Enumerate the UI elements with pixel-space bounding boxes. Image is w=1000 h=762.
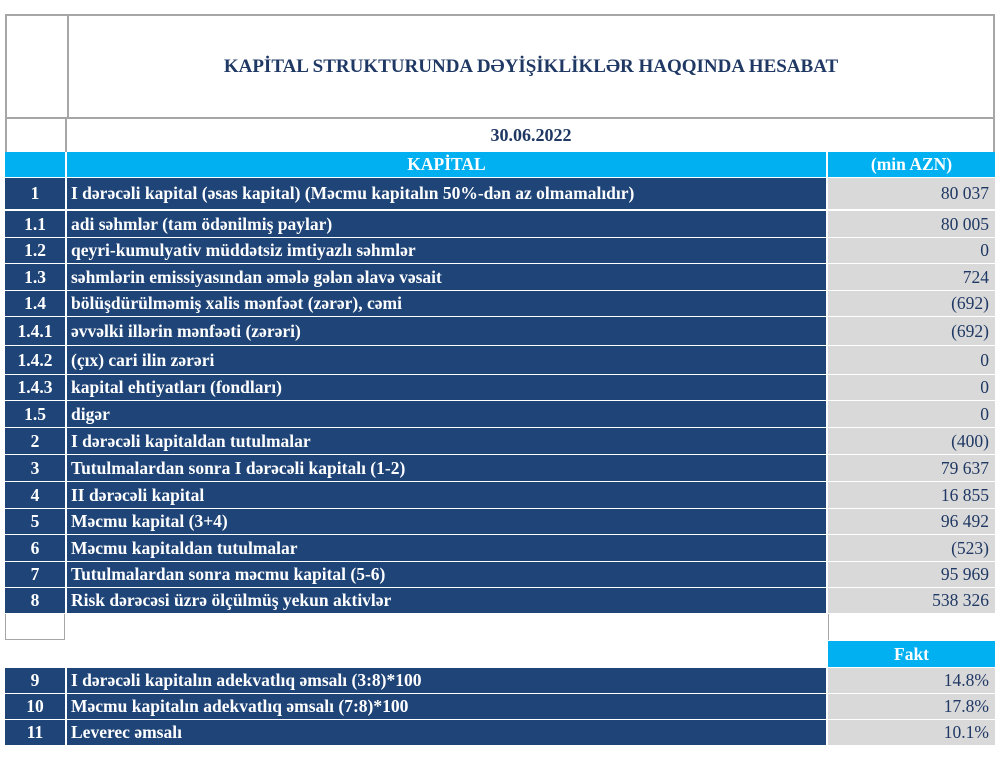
blank-row <box>5 614 995 640</box>
row-number: 1.4.1 <box>5 317 65 345</box>
table-row: 1.3 səhmlərin emissiyasından əmələ gələn … <box>5 264 995 290</box>
row-value: 14.8% <box>828 668 995 693</box>
header-unit: (min AZN) <box>828 152 995 177</box>
row-value: 0 <box>828 238 995 263</box>
row-number: 10 <box>5 694 65 719</box>
row-number: 3 <box>5 455 65 481</box>
row-number: 5 <box>5 509 65 534</box>
row-label: səhmlərin emissiyasından əmələ gələn əla… <box>67 264 826 290</box>
row-number: 1.2 <box>5 238 65 263</box>
row-label: Leverec əmsalı <box>67 720 826 745</box>
fakt-header: Fakt <box>828 641 995 667</box>
row-number <box>5 641 65 667</box>
report-title: KAPİTAL STRUKTURUNDA DƏYİŞİKLİKLƏR HAQQI… <box>223 56 839 77</box>
table-row: 6 Məcmu kapitaldan tutulmalar (523) <box>5 535 995 561</box>
row-label: Məcmu kapitalın adekvatlıq əmsalı (7:8)*… <box>67 694 826 719</box>
table-row: 7 Tutulmalardan sonra məcmu kapital (5-6)… <box>5 562 995 587</box>
row-value: 80 037 <box>828 178 995 209</box>
row-value: 95 969 <box>828 562 995 587</box>
row-value: 79 637 <box>828 455 995 481</box>
row-number: 4 <box>5 482 65 508</box>
row-label: adi səhmlər (tam ödənilmiş paylar) <box>67 211 826 237</box>
header-label: KAPİTAL <box>67 152 826 177</box>
row-value: (523) <box>828 535 995 561</box>
row-value: 0 <box>828 375 995 400</box>
table-row: 11 Leverec əmsalı 10.1% <box>5 720 995 745</box>
table-row: 8 Risk dərəcəsi üzrə ölçülmüş yekun aktiv… <box>5 588 995 613</box>
row-label: Tutulmalardan sonra məcmu kapital (5-6) <box>67 562 826 587</box>
header-num-cell <box>5 152 65 177</box>
row-value: 10.1% <box>828 720 995 745</box>
title-section: KAPİTAL STRUKTURUNDA DƏYİŞİKLİKLƏR HAQQI… <box>5 14 995 118</box>
row-label: digər <box>67 401 826 427</box>
row-label: II dərəcəli kapital <box>67 482 826 508</box>
table-row: 1.4.3 kapital ehtiyatları (fondları) 0 <box>5 375 995 400</box>
row-number: 7 <box>5 562 65 587</box>
row-number: 2 <box>5 428 65 454</box>
date-num-cell <box>7 119 67 152</box>
row-label: Məcmu kapitaldan tutulmalar <box>67 535 826 561</box>
row-label: I dərəcəli kapitaldan tutulmalar <box>67 428 826 454</box>
row-number <box>5 614 65 640</box>
row-value: (400) <box>828 428 995 454</box>
row-value: 0 <box>828 346 995 374</box>
row-label: Tutulmalardan sonra I dərəcəli kapitalı … <box>67 455 826 481</box>
row-value: (692) <box>828 291 995 316</box>
row-value: 724 <box>828 264 995 290</box>
row-label: Risk dərəcəsi üzrə ölçülmüş yekun aktivl… <box>67 588 826 613</box>
table-header: KAPİTAL (min AZN) <box>5 152 995 177</box>
table-row: 1.1 adi səhmlər (tam ödənilmiş paylar) 80 … <box>5 211 995 237</box>
row-label: (çıx) cari ilin zərəri <box>67 346 826 374</box>
row-value <box>828 614 995 640</box>
row-label: əvvəlki illərin mənfəəti (zərəri) <box>67 317 826 345</box>
table-row: 5 Məcmu kapital (3+4) 96 492 <box>5 509 995 534</box>
report-date: 30.06.2022 <box>490 125 572 145</box>
row-label <box>67 614 826 640</box>
table-row: 3 Tutulmalardan sonra I dərəcəli kapitalı… <box>5 455 995 481</box>
row-label: Məcmu kapital (3+4) <box>67 509 826 534</box>
date-section: 30.06.2022 <box>5 117 995 152</box>
row-value: 538 326 <box>828 588 995 613</box>
table-row: 4 II dərəcəli kapital 16 855 <box>5 482 995 508</box>
row-number: 8 <box>5 588 65 613</box>
table-row: 1.4.2 (çıx) cari ilin zərəri 0 <box>5 346 995 374</box>
table-row: 1.4 bölüşdürülməmiş xalis mənfəət (zərər)… <box>5 291 995 316</box>
row-number: 1.4.2 <box>5 346 65 374</box>
table-row: 10 Məcmu kapitalın adekvatlıq əmsalı (7:8… <box>5 694 995 719</box>
table-row: 1.2 qeyri-kumulyativ müddətsiz imtiyazlı … <box>5 238 995 263</box>
row-value: 16 855 <box>828 482 995 508</box>
row-label: kapital ehtiyatları (fondları) <box>67 375 826 400</box>
row-number: 1.4.3 <box>5 375 65 400</box>
row-number: 1 <box>5 178 65 209</box>
table-row: 1.5 digər 0 <box>5 401 995 427</box>
title-num-cell <box>7 16 69 118</box>
row-label <box>67 641 826 667</box>
row-value: 0 <box>828 401 995 427</box>
row-number: 1.4 <box>5 291 65 316</box>
row-number: 1.1 <box>5 211 65 237</box>
row-label: bölüşdürülməmiş xalis mənfəət (zərər), c… <box>67 291 826 316</box>
row-number: 6 <box>5 535 65 561</box>
row-number: 1.3 <box>5 264 65 290</box>
row-label: qeyri-kumulyativ müddətsiz imtiyazlı səh… <box>67 238 826 263</box>
row-value: (692) <box>828 317 995 345</box>
row-label: I dərəcəli kapital (əsas kapital) (Məcmu… <box>67 178 826 209</box>
row-value: 80 005 <box>828 211 995 237</box>
fakt-header-row: Fakt <box>5 641 995 667</box>
row-number: 11 <box>5 720 65 745</box>
row-value: 96 492 <box>828 509 995 534</box>
row-number: 1.5 <box>5 401 65 427</box>
table-row: 1.4.1 əvvəlki illərin mənfəəti (zərəri) (6… <box>5 317 995 345</box>
row-value: 17.8% <box>828 694 995 719</box>
row-label: I dərəcəli kapitalın adekvatlıq əmsalı (… <box>67 668 826 693</box>
row-number: 9 <box>5 668 65 693</box>
